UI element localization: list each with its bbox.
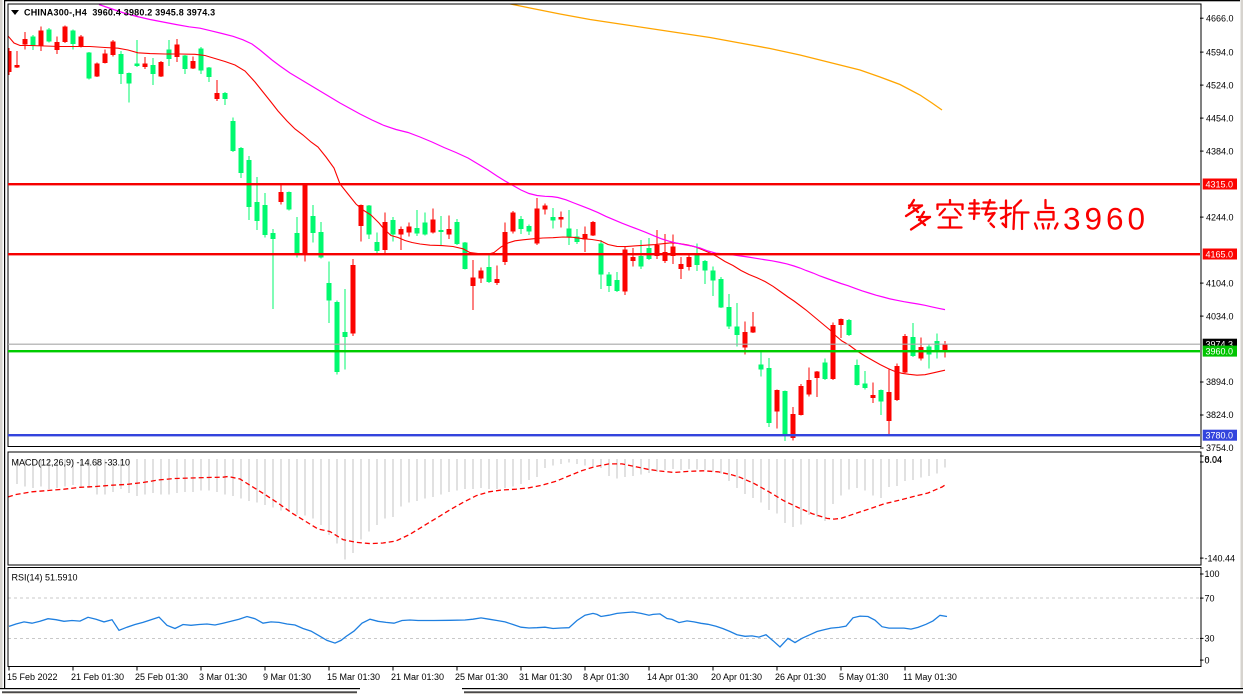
svg-text:21 Mar 01:30: 21 Mar 01:30 bbox=[391, 672, 444, 682]
svg-text:100: 100 bbox=[1205, 569, 1220, 579]
svg-text:8 Apr 01:30: 8 Apr 01:30 bbox=[583, 672, 629, 682]
svg-text:14 Apr 01:30: 14 Apr 01:30 bbox=[647, 672, 698, 682]
svg-text:3754.0: 3754.0 bbox=[1206, 443, 1234, 453]
svg-text:11 May 01:30: 11 May 01:30 bbox=[903, 672, 957, 682]
svg-text:4165.0: 4165.0 bbox=[1206, 249, 1234, 259]
svg-text:4454.0: 4454.0 bbox=[1206, 113, 1234, 123]
svg-text:RSI(14) 51.5910: RSI(14) 51.5910 bbox=[12, 573, 78, 583]
svg-text:3960: 3960 bbox=[1063, 201, 1149, 237]
svg-text:4594.0: 4594.0 bbox=[1206, 47, 1234, 57]
svg-text:31 Mar 01:30: 31 Mar 01:30 bbox=[519, 672, 572, 682]
svg-text:4034.0: 4034.0 bbox=[1206, 311, 1234, 321]
svg-text:3 Mar 01:30: 3 Mar 01:30 bbox=[199, 672, 247, 682]
svg-text:-140.44: -140.44 bbox=[1205, 553, 1236, 563]
svg-text:30: 30 bbox=[1205, 634, 1215, 644]
svg-text:4524.0: 4524.0 bbox=[1206, 80, 1234, 90]
svg-text:70: 70 bbox=[1205, 593, 1215, 603]
svg-text:4244.0: 4244.0 bbox=[1206, 212, 1234, 222]
svg-text:15 Feb 2022: 15 Feb 2022 bbox=[7, 672, 58, 682]
svg-text:3894.0: 3894.0 bbox=[1206, 377, 1234, 387]
svg-text:25 Mar 01:30: 25 Mar 01:30 bbox=[455, 672, 508, 682]
svg-text:3960.0: 3960.0 bbox=[1206, 347, 1234, 357]
svg-text:0: 0 bbox=[1205, 655, 1210, 665]
svg-text:4104.0: 4104.0 bbox=[1206, 278, 1234, 288]
svg-text:4384.0: 4384.0 bbox=[1206, 146, 1234, 156]
svg-text:4315.0: 4315.0 bbox=[1206, 179, 1234, 189]
svg-text:20 Apr 01:30: 20 Apr 01:30 bbox=[711, 672, 762, 682]
svg-text:4666.0: 4666.0 bbox=[1206, 13, 1234, 23]
svg-text:MACD(12,26,9) -14.68 -33.10: MACD(12,26,9) -14.68 -33.10 bbox=[12, 458, 131, 468]
svg-text:9 Mar 01:30: 9 Mar 01:30 bbox=[263, 672, 311, 682]
svg-text:21 Feb 01:30: 21 Feb 01:30 bbox=[71, 672, 124, 682]
svg-text:25 Feb 01:30: 25 Feb 01:30 bbox=[135, 672, 188, 682]
svg-text:5 May 01:30: 5 May 01:30 bbox=[839, 672, 889, 682]
svg-text:26 Apr 01:30: 26 Apr 01:30 bbox=[775, 672, 826, 682]
svg-text:3780.0: 3780.0 bbox=[1206, 431, 1234, 441]
svg-text:CHINA300-,H4 3960.4 3980.2 39: CHINA300-,H4 3960.4 3980.2 3945.8 3974.3 bbox=[24, 8, 215, 18]
svg-text:15 Mar 01:30: 15 Mar 01:30 bbox=[327, 672, 380, 682]
svg-text:3824.0: 3824.0 bbox=[1206, 410, 1234, 420]
svg-text:0.04: 0.04 bbox=[1205, 455, 1223, 465]
